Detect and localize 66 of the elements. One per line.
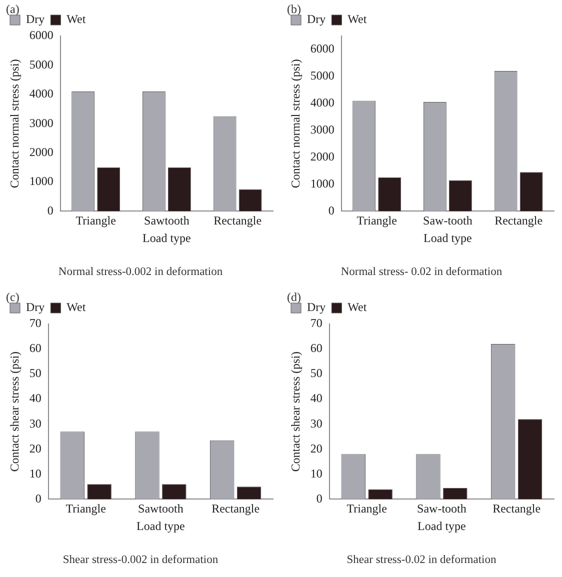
text: Normal stress- 0.02 in deformation [340, 266, 504, 278]
x-tick-label: Saw-tooth [417, 502, 466, 516]
y-tick-label: 6000 [29, 28, 54, 42]
y-axis-title: Contact normal stress (psi) [288, 59, 302, 188]
y-tick-label: 0 [316, 491, 322, 506]
x-tick-label: Rectangle [212, 502, 260, 516]
y-tick-label: 70 [29, 316, 42, 330]
x-axis-title: Load type [142, 230, 191, 245]
y-axis-title: Contact shear stress (psi) [7, 351, 22, 472]
y-tick-label: 1000 [310, 176, 334, 190]
x-tick-label: Triangle [356, 214, 397, 228]
x-tick-label: Sawtooth [144, 214, 190, 228]
x-tick-label: Saw-tooth [423, 214, 472, 228]
x-tick-label: Rectangle [214, 214, 262, 228]
x-axis-title: Load type [136, 518, 185, 533]
chart-title: (a) [6, 2, 20, 17]
legend-label: Dry [26, 300, 45, 314]
text: Normal stress-0.002 in deformation [57, 266, 224, 278]
x-tick-label: Rectangle [492, 502, 541, 516]
y-tick-label: 6000 [310, 42, 334, 56]
x-tick-label: Triangle [346, 502, 387, 516]
chart-title: (b) [287, 2, 301, 17]
y-tick-label: 2000 [29, 144, 54, 159]
y-tick-label: 20 [29, 441, 42, 456]
legend-label: Wet [66, 12, 86, 26]
y-tick-label: 10 [310, 466, 322, 480]
y-axis-title: Contact shear stress (psi) [288, 351, 302, 472]
legend-label: Dry [307, 300, 326, 314]
y-tick-label: 10 [29, 466, 42, 480]
y-tick-label: 70 [310, 316, 322, 330]
x-tick-label: Sawtooth [138, 502, 184, 516]
y-tick-label: 0 [35, 491, 42, 506]
y-tick-label: 5000 [29, 57, 54, 72]
x-tick-label: Triangle [66, 502, 106, 516]
y-tick-label: 5000 [310, 68, 334, 83]
y-tick-label: 40 [310, 391, 322, 406]
y-tick-label: 30 [310, 416, 322, 430]
y-tick-label: 3000 [29, 116, 54, 130]
y-tick-label: 30 [29, 416, 42, 430]
x-axis-title: Load type [424, 230, 472, 245]
text: Shear stress-0.002 in deformation [62, 554, 220, 566]
y-tick-label: 60 [29, 341, 42, 356]
x-axis-title: Load type [418, 518, 466, 533]
y-tick-label: 2000 [310, 149, 334, 164]
chart-title: (c) [6, 290, 20, 305]
y-tick-label: 20 [310, 441, 322, 456]
y-tick-label: 50 [310, 366, 322, 380]
y-tick-label: 1000 [29, 174, 54, 188]
y-tick-label: 4000 [29, 86, 54, 101]
text: Shear stress-0.02 in deformation [346, 554, 498, 566]
legend-label: Dry [26, 12, 45, 26]
legend-label: Dry [307, 12, 326, 26]
chart-title: (d) [287, 290, 301, 305]
y-axis-title: Contact normal stress (psi) [7, 59, 22, 188]
legend-label: Wet [348, 300, 368, 314]
legend-label: Wet [348, 12, 368, 26]
legend-label: Wet [66, 300, 86, 314]
x-tick-label: Triangle [76, 214, 116, 228]
y-tick-label: 60 [310, 341, 322, 356]
y-tick-label: 50 [29, 366, 42, 380]
x-tick-label: Rectangle [494, 214, 543, 228]
y-tick-label: 4000 [310, 96, 334, 110]
y-tick-label: 0 [328, 203, 334, 218]
y-tick-label: 3000 [310, 122, 334, 136]
y-tick-label: 0 [47, 203, 54, 218]
y-tick-label: 40 [29, 391, 42, 406]
